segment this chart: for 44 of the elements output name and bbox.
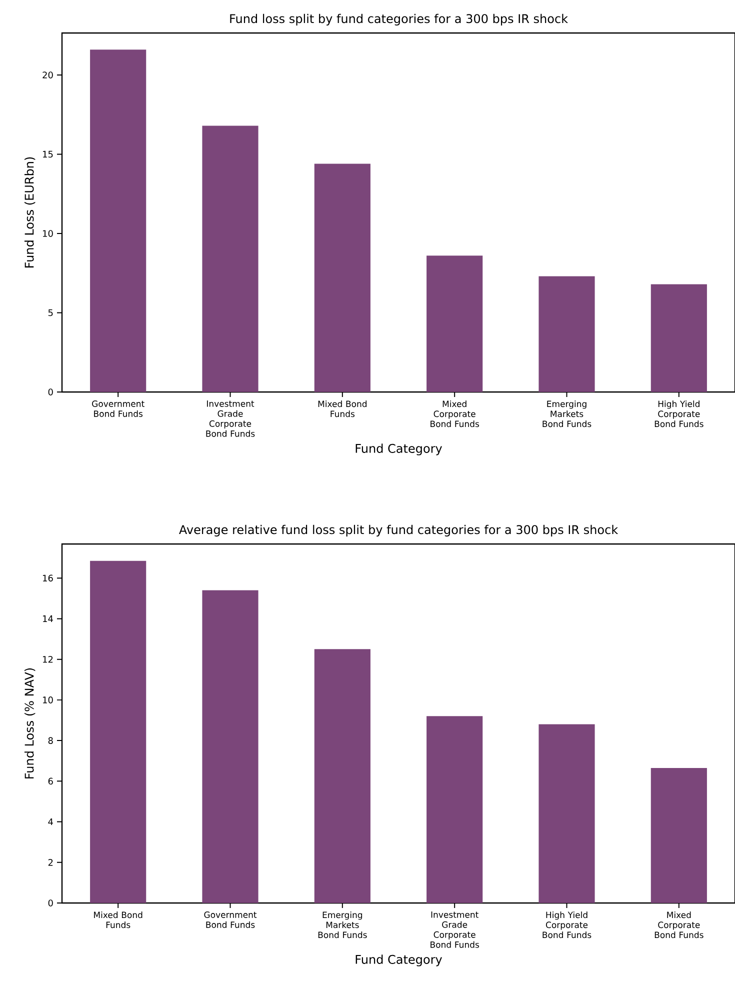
x-tick-label: High Yield Corporate Bond Funds — [542, 912, 592, 938]
x-tick-label: Mixed Corporate Bond Funds — [430, 400, 480, 428]
chart-title: Average relative fund loss split by fund categories for a 300 bps IR shock — [179, 524, 618, 536]
y-tick-label: 14 — [43, 615, 53, 622]
y-tick-label: 10 — [43, 696, 53, 704]
bar — [202, 126, 258, 392]
y-tick-label: 4 — [48, 818, 53, 826]
x-tick-label: Mixed Bond Funds — [94, 912, 142, 928]
y-tick-label: 16 — [43, 574, 53, 582]
y-tick-label: 6 — [48, 778, 53, 785]
x-tick-label: Emerging Markets Bond Funds — [318, 912, 367, 938]
x-axis-title: Fund Category — [356, 954, 442, 966]
y-tick-label: 2 — [48, 859, 53, 866]
bar — [650, 284, 707, 392]
bar — [314, 164, 370, 392]
y-tick-label: 8 — [48, 737, 53, 744]
x-tick-label: High Yield Corporate Bond Funds — [654, 400, 704, 428]
bar — [538, 276, 595, 392]
y-tick-label: 20 — [42, 72, 53, 78]
bar — [426, 716, 483, 903]
y-tick-label: 12 — [43, 656, 53, 663]
bar — [202, 590, 258, 903]
x-tick-label: Investment Grade Corporate Bond Funds — [430, 912, 480, 948]
bar — [314, 649, 370, 903]
x-tick-label: Mixed Bond Funds — [318, 400, 367, 418]
x-tick-label: Government Bond Funds — [204, 912, 257, 928]
y-tick-label: 5 — [48, 309, 53, 316]
bar — [538, 724, 595, 903]
chart-title: Fund loss split by fund categories for a 300 bps IR shock — [230, 14, 568, 26]
y-axis-title: Fund Loss (EURbn) — [24, 157, 36, 268]
y-axis-title: Fund Loss (% NAV) — [24, 668, 36, 778]
bar — [650, 768, 707, 903]
x-tick-label: Mixed Corporate Bond Funds — [654, 912, 704, 938]
y-tick-label: 0 — [48, 388, 53, 396]
x-axis-title: Fund Category — [356, 444, 442, 456]
bar — [90, 560, 146, 903]
bar — [90, 50, 146, 392]
bar — [426, 256, 483, 392]
y-tick-label: 15 — [43, 150, 53, 158]
y-tick-label: 10 — [43, 230, 53, 237]
y-tick-label: 0 — [48, 900, 53, 906]
x-tick-label: Investment Grade Corporate Bond Funds — [206, 400, 255, 437]
x-tick-label: Emerging Markets Bond Funds — [542, 400, 592, 428]
x-tick-label: Government Bond Funds — [92, 400, 144, 417]
